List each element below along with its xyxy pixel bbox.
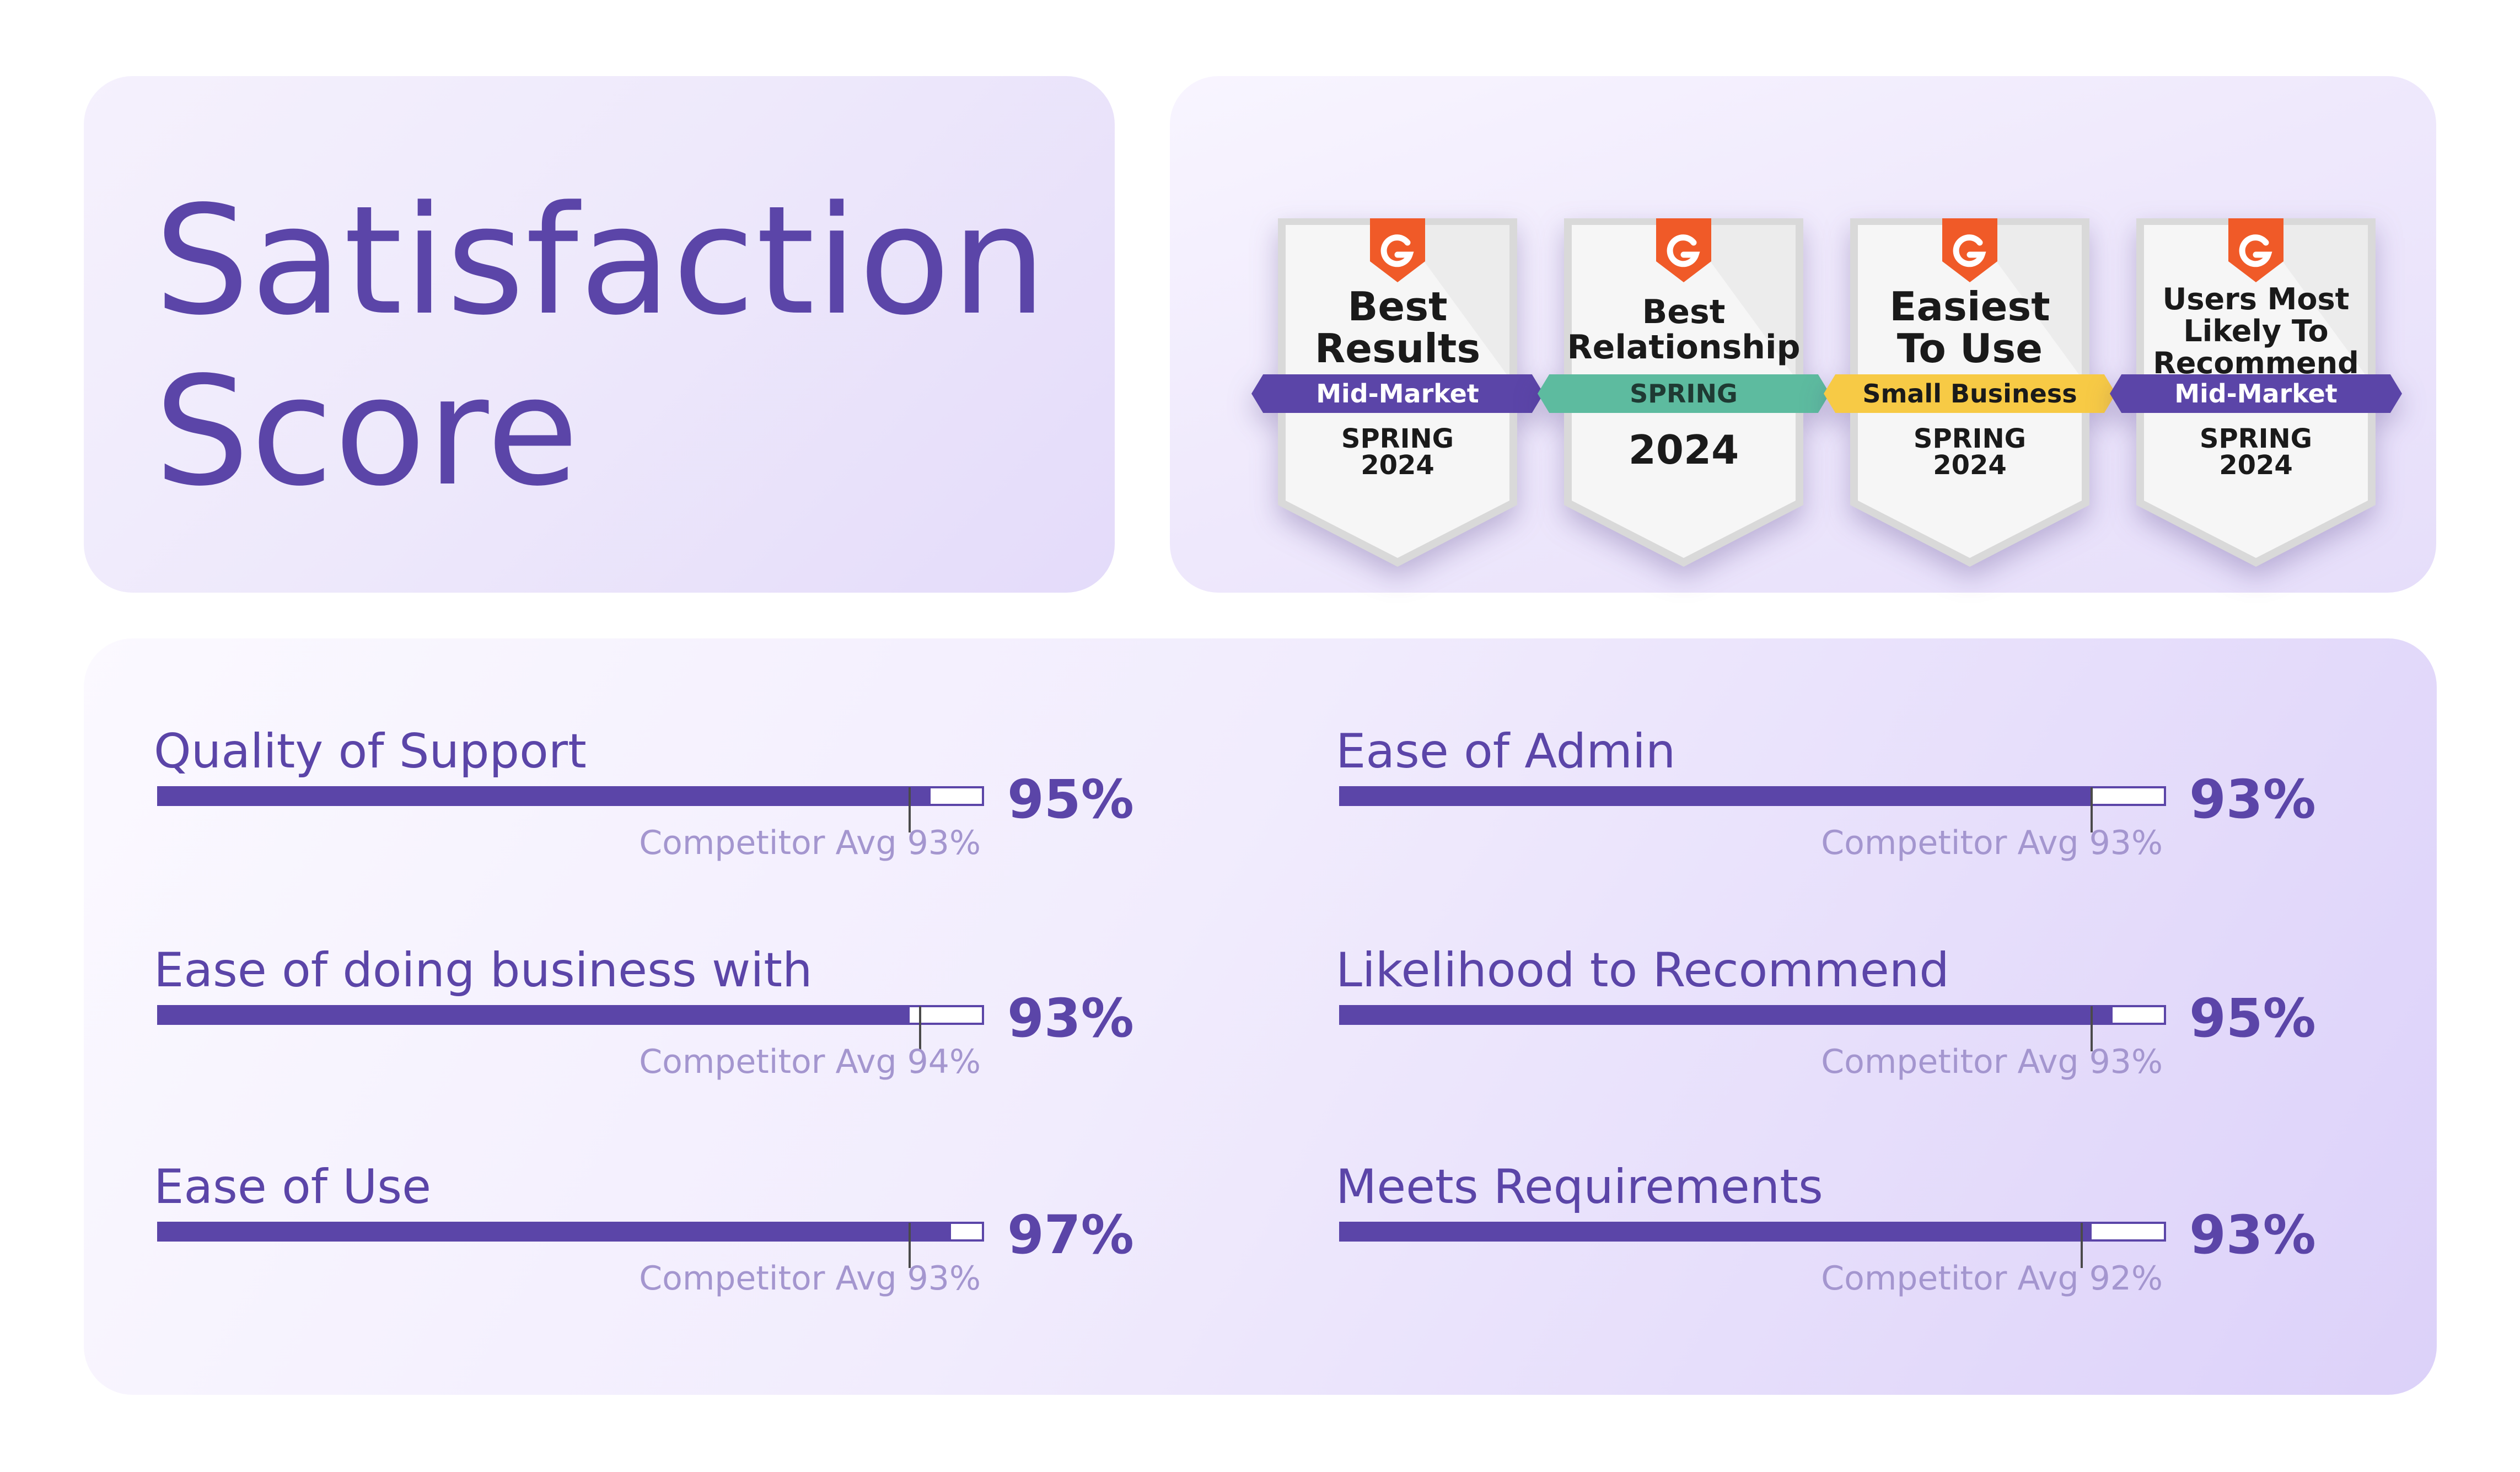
badge-title-line: Best (1347, 283, 1448, 330)
badge-title-line: Results (1314, 325, 1481, 372)
badge-year: 2024 (1933, 450, 2007, 481)
metric-row: Ease of Use 97% Competitor Avg 93% (154, 1161, 1141, 1371)
metric-label: Ease of Admin (1336, 724, 1676, 779)
award-badge: Best Results Mid-Market SPRING 2024 (1251, 196, 1544, 582)
competitor-avg-label: Competitor Avg 93% (639, 824, 981, 862)
competitor-avg-label: Competitor Avg 93% (639, 1259, 981, 1298)
metric-bar-track (1339, 786, 2166, 832)
badge-season: SPRING (2199, 423, 2313, 454)
badge-title-line: To Use (1896, 325, 2043, 372)
badge-segment-ribbon: Small Business (1824, 374, 2116, 413)
metric-value-label: 93% (1007, 987, 1134, 1049)
metric-bar-track (1339, 1005, 2166, 1051)
metric-row: Ease of Admin 93% Competitor Avg 93% (1336, 726, 2323, 935)
metric-label: Ease of Use (154, 1159, 431, 1215)
badge-season: SPRING (1913, 423, 2027, 454)
page-title-line-1: Satisfaction (154, 174, 1048, 348)
page-title-line-2: Score (154, 345, 580, 519)
metric-row: Quality of Support 95% Competitor Avg 93% (154, 726, 1141, 935)
award-badge: Easiest To Use Small Business SPRING 2024 (1824, 196, 2116, 582)
metric-row: Likelihood to Recommend 95% Competitor Avg… (1336, 944, 2323, 1154)
metric-bar-fill (1341, 1224, 2092, 1239)
metrics-card: Quality of Support 95% Competitor Avg 93% E… (84, 638, 2437, 1395)
title-card: Satisfaction Score (84, 76, 1115, 593)
metric-bar-fill (159, 1007, 910, 1023)
metric-bar-fill (1341, 1007, 2113, 1023)
competitor-avg-label: Competitor Avg 93% (1821, 824, 2163, 862)
metric-bar-fill (1341, 788, 2092, 804)
competitor-avg-marker (2091, 1006, 2093, 1051)
metric-value-label: 95% (2189, 987, 2316, 1049)
metric-value-label: 97% (1007, 1204, 1134, 1266)
metric-label: Quality of Support (154, 724, 587, 779)
badge-segment-ribbon: Mid-Market (2110, 374, 2402, 413)
metric-value-label: 93% (2189, 1204, 2316, 1266)
competitor-avg-label: Competitor Avg 92% (1821, 1259, 2163, 1298)
competitor-avg-marker (909, 1223, 911, 1268)
g2-logo-icon (1938, 218, 2002, 282)
award-badge: Best Relationship SPRING 2024 (1538, 196, 1830, 582)
competitor-avg-marker (2080, 1223, 2083, 1268)
metric-value-label: 95% (1007, 769, 1134, 830)
metric-label: Likelihood to Recommend (1336, 943, 1949, 998)
g2-logo-icon (1366, 218, 1430, 282)
competitor-avg-label: Competitor Avg 94% (639, 1043, 981, 1081)
badge-segment-ribbon: Mid-Market (1251, 374, 1544, 413)
badge-year: 2024 (1361, 450, 1434, 481)
metric-bar-track (1339, 1222, 2166, 1268)
competitor-avg-marker (909, 787, 911, 832)
metric-bar-fill (159, 1224, 952, 1239)
badge-year: 2024 (1628, 427, 1739, 473)
badges-card: Best Results Mid-Market SPRING 2024 Best Relat… (1170, 76, 2436, 593)
g2-logo-icon (2224, 218, 2288, 282)
badge-title-line: Users Most (2162, 282, 2350, 316)
competitor-avg-marker (2091, 787, 2093, 832)
metric-value-label: 93% (2189, 769, 2316, 830)
badge-year: 2024 (2219, 450, 2293, 481)
g2-logo-icon (1652, 218, 1716, 282)
badge-season: SPRING (1341, 423, 1454, 454)
competitor-avg-marker (919, 1006, 922, 1051)
metric-bar-track (157, 1005, 984, 1051)
badge-segment-ribbon: SPRING (1538, 374, 1830, 413)
award-badge: Users Most Likely To Recommend Mid-Market SP… (2110, 196, 2402, 582)
badge-title-line: Relationship (1567, 328, 1801, 367)
metric-row: Ease of doing business with 93% Competitor… (154, 944, 1141, 1154)
metric-bar-track (157, 786, 984, 832)
badge-title-line: Best (1642, 293, 1726, 331)
metric-bar-track (157, 1222, 984, 1268)
metric-label: Ease of doing business with (154, 943, 813, 998)
competitor-avg-label: Competitor Avg 93% (1821, 1043, 2163, 1081)
metric-row: Meets Requirements 93% Competitor Avg 92% (1336, 1161, 2323, 1371)
metric-bar-fill (159, 788, 931, 804)
badge-title-line: Easiest (1889, 283, 2050, 330)
badge-title-line: Likely To (2183, 314, 2329, 348)
metric-label: Meets Requirements (1336, 1159, 1823, 1215)
